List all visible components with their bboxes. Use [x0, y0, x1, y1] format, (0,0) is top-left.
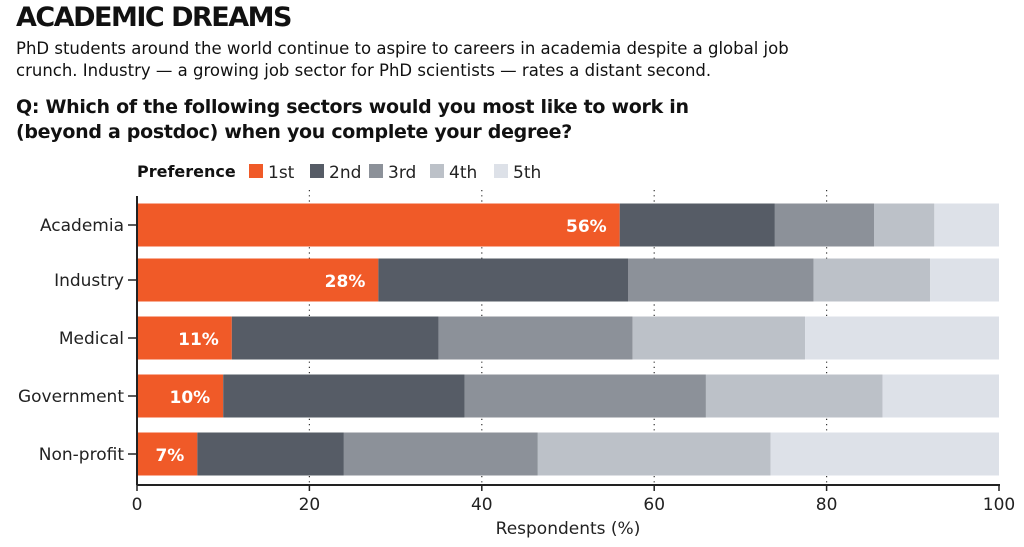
bar-medical-4th — [632, 316, 806, 360]
data-label-non-profit: 7% — [155, 446, 184, 466]
category-label-government: Government — [18, 387, 124, 407]
bar-academia-1st — [137, 203, 620, 247]
bar-industry-3rd — [628, 258, 814, 302]
legend-label-3rd: 3rd — [388, 163, 416, 183]
chart-subtitle: PhD students around the world continue t… — [16, 39, 789, 80]
category-label-academia: Academia — [40, 216, 124, 236]
bar-non-profit-5th — [770, 432, 999, 476]
x-axis-label: Respondents (%) — [496, 519, 641, 539]
x-tick-label-60: 60 — [643, 495, 665, 515]
legend-swatch-4th — [430, 164, 444, 178]
bar-non-profit-3rd — [343, 432, 538, 476]
legend-swatch-3rd — [369, 164, 383, 178]
data-label-academia: 56% — [566, 217, 607, 237]
legend: Preference 1st 2nd 3rd 4th 5th — [137, 162, 541, 183]
bar-industry-2nd — [378, 258, 629, 302]
legend-label-1st: 1st — [268, 163, 295, 183]
x-tick-label-80: 80 — [816, 495, 838, 515]
category-label-industry: Industry — [54, 271, 124, 291]
category-label-medical: Medical — [59, 329, 124, 349]
data-label-medical: 11% — [178, 330, 219, 350]
bar-government-1st — [137, 374, 224, 418]
legend-title: Preference — [137, 162, 236, 181]
chart-title: ACADEMIC DREAMS — [16, 2, 292, 33]
axes: 0 20 40 60 80 100 Respondents (%) — [132, 196, 1015, 539]
bar-academia-2nd — [619, 203, 775, 247]
bar-academia-4th — [874, 203, 935, 247]
survey-question: Q: Which of the following sectors would … — [16, 96, 689, 143]
bar-non-profit-4th — [537, 432, 771, 476]
bar-government-2nd — [223, 374, 465, 418]
bar-non-profit-1st — [137, 432, 198, 476]
data-label-industry: 28% — [325, 272, 366, 292]
bar-industry-4th — [813, 258, 931, 302]
bar-medical-3rd — [438, 316, 633, 360]
x-tick-label-100: 100 — [983, 495, 1015, 515]
data-label-government: 10% — [169, 388, 210, 408]
bar-industry-5th — [930, 258, 999, 302]
legend-label-5th: 5th — [513, 163, 541, 183]
legend-swatch-1st — [249, 164, 263, 178]
bar-medical-1st — [137, 316, 232, 360]
bar-government-3rd — [464, 374, 706, 418]
bar-non-profit-2nd — [197, 432, 344, 476]
bar-academia-3rd — [774, 203, 875, 247]
bar-government-5th — [882, 374, 999, 418]
bar-academia-5th — [934, 203, 999, 247]
category-label-non-profit: Non-profit — [39, 445, 125, 465]
legend-swatch-2nd — [310, 164, 324, 178]
legend-swatch-5th — [494, 164, 508, 178]
bar-industry-1st — [137, 258, 379, 302]
legend-label-2nd: 2nd — [329, 163, 361, 183]
bar-medical-5th — [805, 316, 999, 360]
bars: 56% Academia 28% Industry 11% Medical 10% Gover… — [18, 203, 999, 476]
x-tick-label-0: 0 — [132, 495, 143, 515]
x-tick-label-20: 20 — [299, 495, 321, 515]
legend-label-4th: 4th — [449, 163, 477, 183]
bar-medical-2nd — [231, 316, 439, 360]
bar-government-4th — [705, 374, 883, 418]
x-tick-label-40: 40 — [471, 495, 493, 515]
